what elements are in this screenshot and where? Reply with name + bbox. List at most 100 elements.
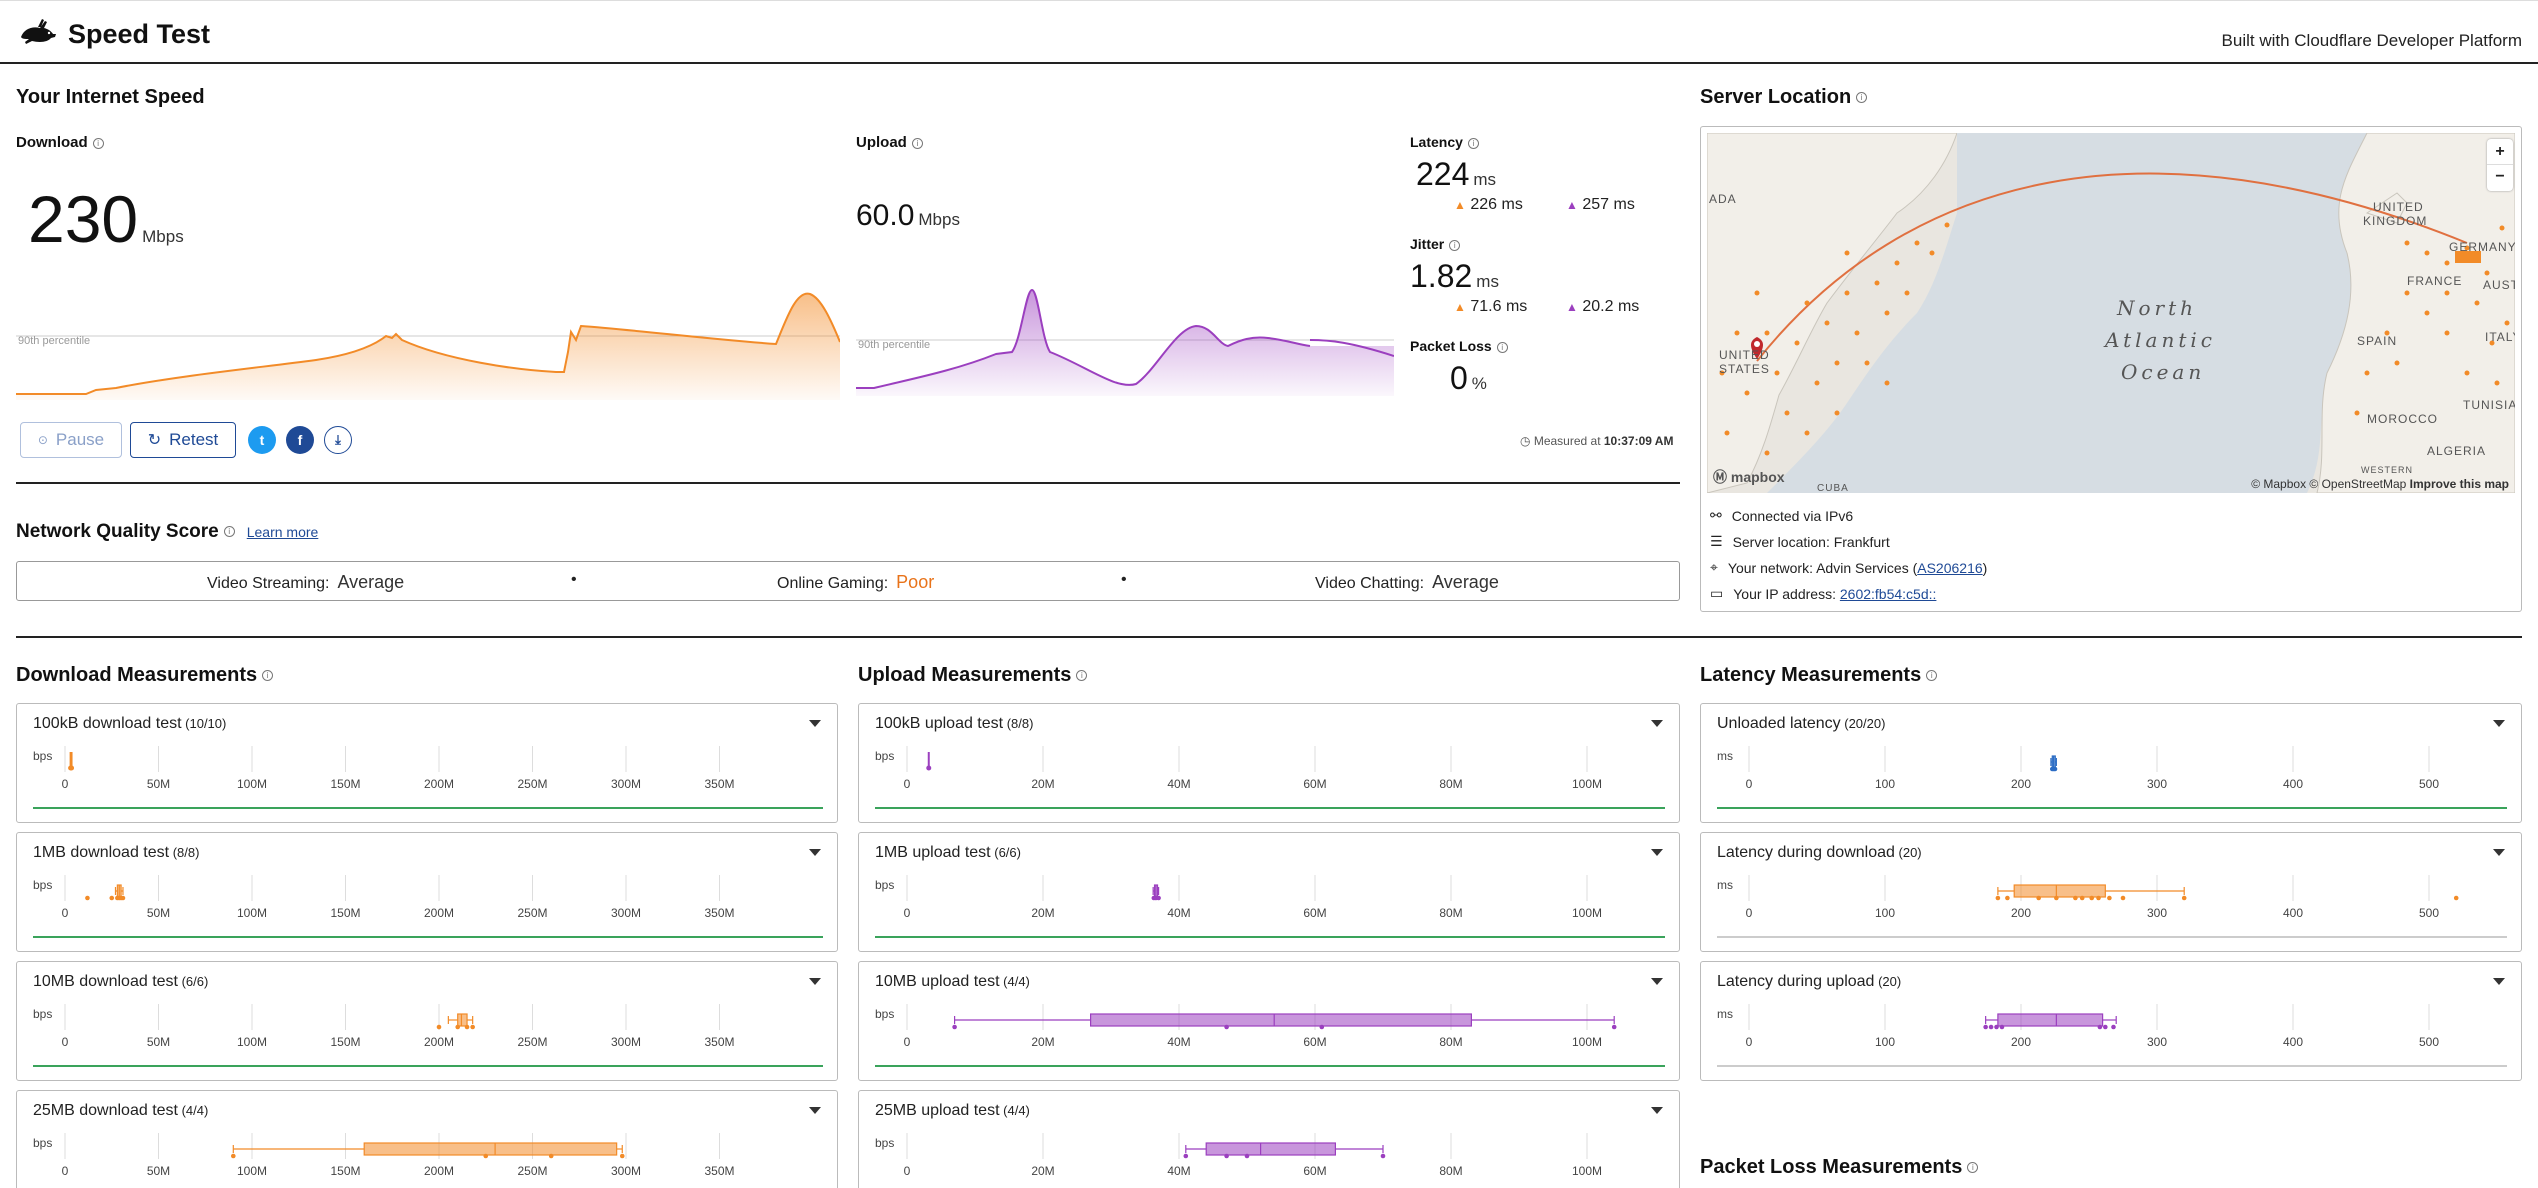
jitter-upload-value: ▲ 20.2 ms bbox=[1566, 298, 1640, 315]
improve-map-link[interactable]: Improve this map bbox=[2409, 477, 2509, 491]
measurement-card[interactable]: 1MB upload test (6/6) bps 0 20M 40M 60M 80M 100… bbox=[858, 832, 1680, 952]
chevron-down-icon[interactable] bbox=[809, 978, 821, 985]
info-icon[interactable]: i bbox=[1856, 92, 1868, 104]
server-map[interactable]: ADA UNITED STATES UNITED KINGDOM GERMANY… bbox=[1707, 133, 2515, 493]
clock-icon: ◷ bbox=[1520, 434, 1531, 448]
svg-text:ADA: ADA bbox=[1709, 192, 1737, 206]
axis-unit-label: bps bbox=[875, 749, 894, 763]
info-icon[interactable]: i bbox=[223, 526, 235, 538]
measurement-card[interactable]: Unloaded latency (20/20) ms 0 100 200 300 400 5… bbox=[1700, 703, 2522, 823]
axis-unit-label: bps bbox=[875, 1136, 894, 1150]
info-icon[interactable]: i bbox=[911, 137, 923, 149]
asn-link[interactable]: AS206216 bbox=[1917, 559, 1983, 576]
learn-more-link[interactable]: Learn more bbox=[246, 524, 319, 540]
svg-text:ITALY: ITALY bbox=[2485, 330, 2515, 344]
measurement-card[interactable]: Latency during download (20) ms 0 100 200 300… bbox=[1700, 832, 2522, 952]
chevron-down-icon[interactable] bbox=[2493, 978, 2505, 985]
info-icon[interactable]: i bbox=[1496, 341, 1508, 353]
facebook-share-button[interactable]: f bbox=[286, 426, 314, 454]
chevron-down-icon[interactable] bbox=[2493, 849, 2505, 856]
data-point bbox=[85, 895, 90, 901]
zoom-out-button[interactable]: − bbox=[2495, 168, 2505, 185]
data-point bbox=[455, 1024, 461, 1030]
box-plot: ms 0 100 200 300 400 500 bbox=[1717, 875, 2507, 938]
axis-tick-label: 50M bbox=[147, 1164, 170, 1178]
iqr-box bbox=[457, 1013, 468, 1027]
axis-tick-label: 200 bbox=[2011, 777, 2031, 791]
svg-text:FRANCE: FRANCE bbox=[2407, 274, 2462, 288]
axis-tick-label: 0 bbox=[62, 906, 69, 920]
download-speed-chart: 90th percentile bbox=[16, 292, 840, 400]
measurement-card[interactable]: 1MB download test (8/8) bps 0 50M 100M 150M 20… bbox=[16, 832, 838, 952]
axis-tick-label: 150M bbox=[330, 777, 360, 791]
info-icon[interactable]: i bbox=[1967, 1162, 1979, 1174]
measurement-card[interactable]: 100kB download test (10/10) bps 0 50M 100M 15… bbox=[16, 703, 838, 823]
upload-chart-tail bbox=[1310, 339, 1394, 357]
data-point bbox=[2036, 895, 2041, 901]
svg-text:Atlantic: Atlantic bbox=[2103, 328, 2216, 352]
iqr-box bbox=[1090, 1013, 1472, 1027]
iqr-box bbox=[1205, 1142, 1337, 1156]
data-point bbox=[483, 1153, 489, 1159]
axis-tick-label: 0 bbox=[62, 777, 69, 791]
built-with-text: Built with Cloudflare Developer Platform bbox=[2221, 31, 2522, 50]
measurement-card[interactable]: 10MB download test (6/6) bps 0 50M 100M 150M 2… bbox=[16, 961, 838, 1081]
pause-button[interactable]: ⊙ Pause bbox=[20, 422, 122, 458]
chevron-down-icon[interactable] bbox=[1651, 720, 1663, 727]
info-icon[interactable]: i bbox=[92, 137, 104, 149]
data-point bbox=[926, 765, 932, 771]
data-point bbox=[1183, 1153, 1189, 1159]
axis-tick-label: 100 bbox=[1875, 777, 1895, 791]
jitter-value: 1.82 ms bbox=[1410, 258, 1499, 294]
chevron-down-icon[interactable] bbox=[1651, 1107, 1663, 1114]
info-icon[interactable]: i bbox=[1076, 670, 1088, 682]
network-quality-box: Video Streaming: Average • Online Gaming:… bbox=[16, 561, 1680, 601]
data-point bbox=[2054, 895, 2059, 901]
data-point bbox=[1224, 1024, 1229, 1030]
axis-tick-label: 400 bbox=[2283, 1035, 2303, 1049]
info-icon[interactable]: i bbox=[1926, 670, 1938, 682]
zoom-in-button[interactable]: + bbox=[2487, 139, 2513, 165]
quality-video-streaming: Video Streaming: Average bbox=[207, 572, 405, 592]
measurement-card[interactable]: 100kB upload test (8/8) bps 0 20M 40M 60M 80M 1… bbox=[858, 703, 1680, 823]
svg-text:Ocean: Ocean bbox=[2121, 360, 2205, 384]
ip-link[interactable]: 2602:fb54:c5d:: bbox=[1839, 585, 1937, 602]
measurement-card[interactable]: 25MB download test (4/4) bps 0 50M 100M 150M 2… bbox=[16, 1090, 838, 1188]
data-point bbox=[436, 1024, 442, 1030]
latency-label: Latency i bbox=[1410, 134, 1479, 150]
chevron-down-icon[interactable] bbox=[809, 1107, 821, 1114]
twitter-share-button[interactable]: t bbox=[248, 426, 276, 454]
download-results-button[interactable]: ⤓ bbox=[324, 426, 352, 454]
pause-icon: ⊙ bbox=[37, 433, 48, 447]
measurement-card[interactable]: 25MB upload test (4/4) bps 0 20M 40M 60M 80M 10… bbox=[858, 1090, 1680, 1188]
info-icon[interactable]: i bbox=[1467, 137, 1479, 149]
measurement-card[interactable]: Latency during upload (20) ms 0 100 200 300 40… bbox=[1700, 961, 2522, 1081]
info-icon[interactable]: i bbox=[262, 670, 274, 682]
data-point bbox=[1156, 895, 1161, 901]
server-map-panel: ADA UNITED STATES UNITED KINGDOM GERMANY… bbox=[1700, 126, 2522, 612]
chevron-down-icon[interactable] bbox=[809, 849, 821, 856]
chevron-down-icon[interactable] bbox=[809, 720, 821, 727]
separator-dot: • bbox=[571, 571, 577, 588]
retest-button[interactable]: ↻ Retest bbox=[130, 422, 236, 458]
svg-text:AUSTRI: AUSTRI bbox=[2483, 278, 2515, 292]
axis-tick-label: 300M bbox=[611, 1035, 641, 1049]
info-icon[interactable]: i bbox=[1449, 239, 1461, 251]
axis-tick-label: 50M bbox=[147, 777, 170, 791]
chevron-down-icon[interactable] bbox=[1651, 978, 1663, 985]
connection-info: ⚯ Connected via IPv6 bbox=[1710, 507, 1854, 524]
chevron-down-icon[interactable] bbox=[2493, 720, 2505, 727]
axis-tick-label: 100M bbox=[237, 1035, 267, 1049]
axis-tick-label: 500 bbox=[2419, 906, 2439, 920]
jitter-label: Jitter i bbox=[1410, 236, 1461, 252]
box-plot: bps 0 50M 100M 150M 200M 250M 300M 350M bbox=[33, 746, 823, 809]
axis-tick-label: 0 bbox=[1746, 906, 1753, 920]
download-icon: ⤓ bbox=[335, 432, 341, 447]
mapbox-logo[interactable]: Ⓜ mapbox bbox=[1713, 469, 1785, 485]
axis-tick-label: 100M bbox=[237, 906, 267, 920]
chevron-down-icon[interactable] bbox=[1651, 849, 1663, 856]
section-divider bbox=[16, 636, 2522, 638]
svg-text:TUNISIA: TUNISIA bbox=[2463, 398, 2515, 412]
measurement-card[interactable]: 10MB upload test (4/4) bps 0 20M 40M 60M 80M 10… bbox=[858, 961, 1680, 1081]
data-point bbox=[2181, 895, 2187, 901]
